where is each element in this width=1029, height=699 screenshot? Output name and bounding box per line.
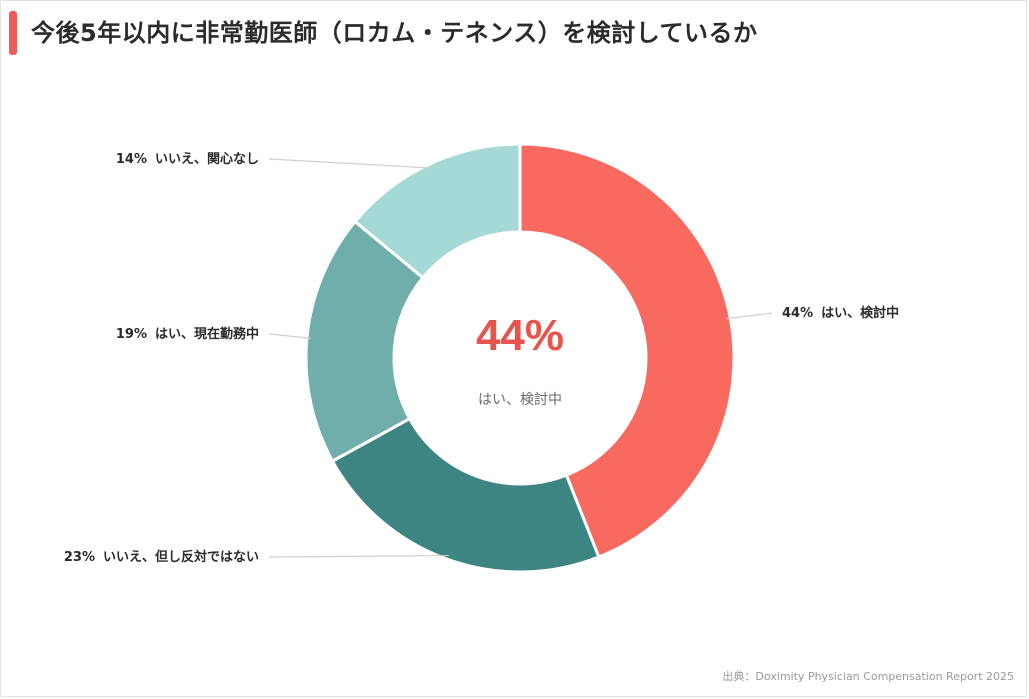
donut-slices: [304, 142, 736, 574]
leader-line: [268, 333, 311, 339]
slice-label: 14% いいえ、関心なし: [116, 152, 259, 167]
donut-slice: [518, 142, 736, 559]
slice-percent: 44%: [782, 306, 813, 321]
slice-label: 44% はい、検討中: [782, 305, 899, 321]
leader-line: [726, 312, 773, 320]
slice-category: いいえ、但し反対ではない: [103, 549, 259, 565]
leader-line: [268, 158, 431, 169]
slice-percent: 19%: [116, 327, 147, 342]
center-value: 44%: [476, 311, 564, 360]
slice-label: 23% いいえ、但し反対ではない: [64, 549, 259, 565]
donut-slice: [352, 142, 522, 280]
slice-percent: 14%: [116, 152, 147, 167]
slice-percent: 23%: [64, 550, 95, 565]
leader-line: [268, 554, 449, 558]
center-label: はい、検討中: [478, 392, 562, 408]
source-note: 出典：Doximity Physician Compensation Repor…: [722, 670, 1014, 683]
leader-lines: [268, 158, 773, 558]
title-accent-bar: [9, 11, 17, 55]
slice-labels: 44% はい、検討中 23% いいえ、但し反対ではない 19% はい、現在勤務中 14% いい…: [64, 152, 899, 565]
slice-category: はい、現在勤務中: [155, 326, 259, 342]
slice-category: いいえ、関心なし: [155, 152, 259, 167]
chart-title: 今後5年以内に非常勤医師（ロカム・テネンス）を検討しているか: [31, 19, 758, 47]
slice-label: 19% はい、現在勤務中: [116, 326, 259, 342]
donut-slice: [330, 416, 601, 574]
slice-category: はい、検討中: [821, 305, 899, 321]
